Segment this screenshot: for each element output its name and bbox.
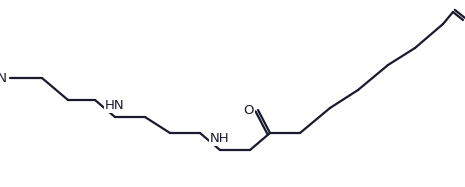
Text: HN: HN <box>105 99 125 112</box>
Text: NH: NH <box>210 132 230 145</box>
Text: H₂N: H₂N <box>0 71 8 85</box>
Text: O: O <box>244 103 254 117</box>
